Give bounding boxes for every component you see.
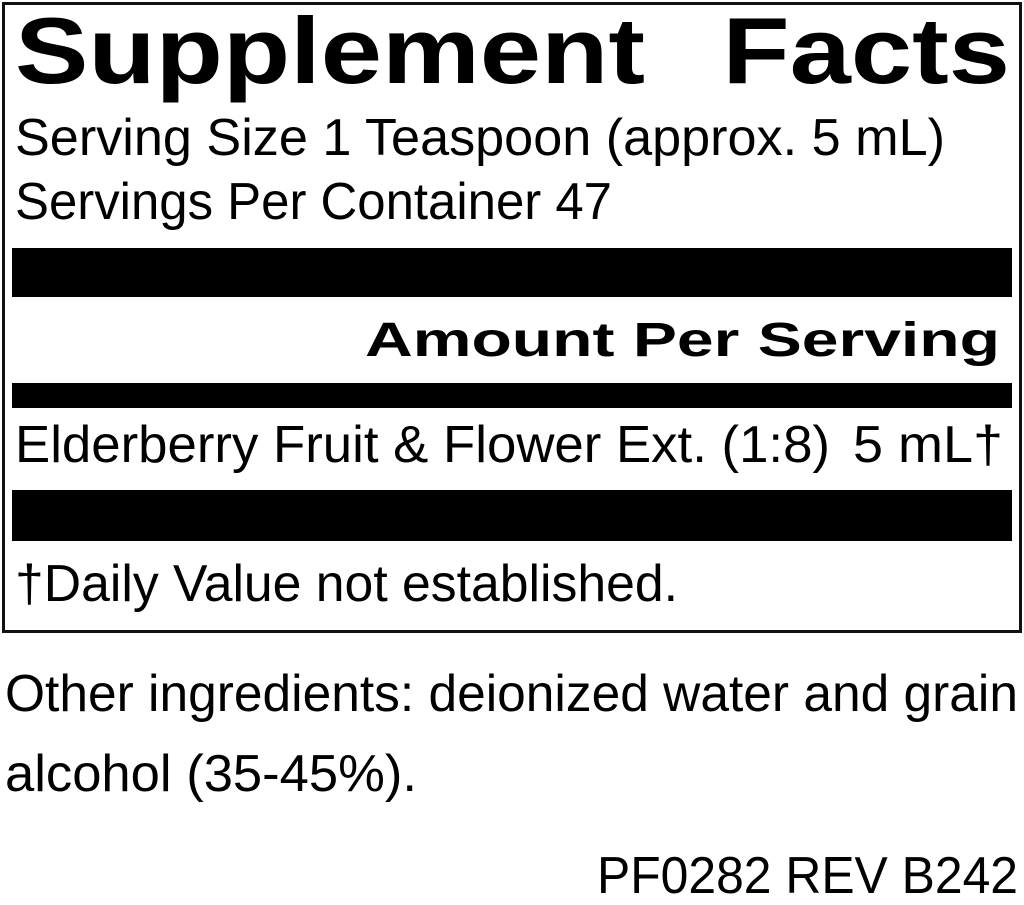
other-ingredients-line-2: alcohol (35-45%). xyxy=(5,745,417,803)
daily-value-footnote: †Daily Value not established. xyxy=(15,555,678,613)
panel-title: Supplement Facts xyxy=(15,0,1011,103)
product-code: PF0282 REV B242 xyxy=(597,847,1018,905)
other-ingredients-line-1: Other ingredients: deionized water and g… xyxy=(5,665,1018,723)
ingredient-name: Elderberry Fruit & Flower Ext. (1:8) xyxy=(15,416,830,474)
ingredient-amount: 5 mL† xyxy=(853,416,1003,474)
serving-size: Serving Size 1 Teaspoon (approx. 5 mL) xyxy=(15,109,946,167)
supplement-facts-panel xyxy=(2,2,1022,633)
servings-per-container: Servings Per Container 47 xyxy=(15,173,612,231)
medium-divider xyxy=(12,383,1012,408)
thick-divider xyxy=(12,490,1012,541)
thick-divider xyxy=(12,248,1012,297)
amount-per-serving-header: Amount Per Serving xyxy=(365,314,1000,367)
